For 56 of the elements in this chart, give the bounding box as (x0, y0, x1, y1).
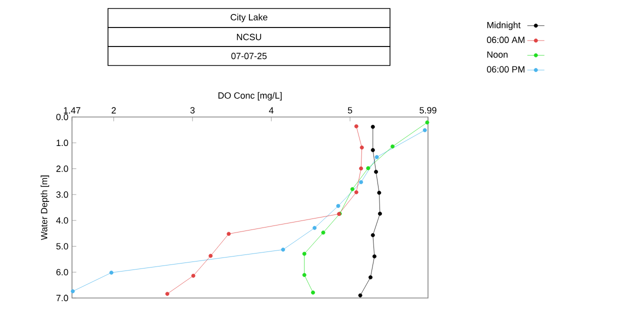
legend-label: 06:00 AM (486, 36, 524, 44)
point (368, 275, 373, 280)
point (70, 289, 75, 294)
point (312, 226, 317, 230)
point (311, 290, 316, 295)
x-axis-title: DO Conc [mg/L] (218, 92, 282, 100)
point (281, 248, 286, 252)
point (370, 124, 375, 129)
x-tick-label: 1.47 (64, 107, 80, 114)
point (109, 270, 114, 275)
x-tick-label: 2 (112, 107, 116, 114)
y-tick-label: 7.0 (56, 294, 68, 302)
legend-label: 06:00 PM (486, 66, 524, 73)
point (354, 124, 358, 128)
point (165, 292, 170, 296)
point (377, 190, 382, 195)
point (390, 144, 395, 148)
point (208, 254, 213, 258)
point (374, 155, 379, 160)
point (425, 120, 430, 124)
y-tick-label: 1.0 (56, 140, 68, 146)
legend-label: Noon (487, 51, 508, 58)
point (354, 190, 358, 194)
point (302, 272, 306, 277)
legend-label: Midnight (487, 22, 521, 30)
point (370, 148, 375, 152)
chart-title: City Lake (230, 14, 268, 22)
point (374, 170, 378, 174)
point (370, 233, 375, 238)
text: 07-07-25 (231, 52, 267, 60)
y-axis-title: Water Depth [m] (40, 176, 50, 240)
point (366, 166, 370, 170)
point (422, 128, 427, 132)
point (321, 230, 326, 235)
point (359, 180, 364, 184)
y-tick-label: 2.0 (56, 166, 68, 172)
y-tick-label: 3.0 (56, 191, 68, 198)
point (359, 166, 364, 170)
point (378, 212, 382, 216)
x-tick-label: 4 (268, 107, 274, 114)
point (191, 274, 196, 278)
point (302, 252, 306, 256)
point (336, 204, 340, 208)
x-tick-label: 5 (348, 107, 352, 114)
y-tick-label: 4.0 (56, 217, 68, 224)
y-tick-label: 0.0 (56, 114, 68, 120)
point (372, 254, 376, 258)
x-tick-label: 3 (190, 107, 195, 114)
x-tick-label: 5.99 (420, 107, 436, 114)
chart-subtitle: NCSU (236, 34, 262, 40)
point (226, 232, 231, 236)
point (358, 293, 362, 298)
y-tick-label: 6.0 (56, 268, 68, 276)
point (360, 146, 364, 150)
point (350, 187, 354, 192)
y-tick-label: 5.0 (56, 243, 68, 250)
